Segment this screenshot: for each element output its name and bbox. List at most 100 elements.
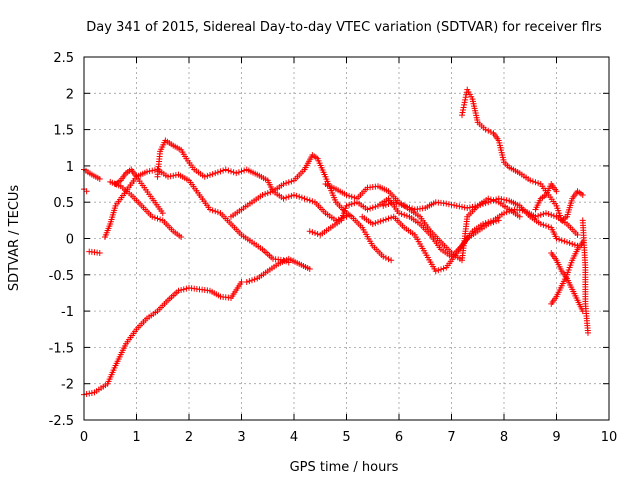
- data-point: [448, 201, 455, 208]
- y-tick-label: 1.5: [53, 124, 74, 139]
- data-point: [264, 190, 271, 197]
- data-point: [157, 216, 164, 223]
- series-track-8: [112, 166, 166, 217]
- data-point: [86, 390, 93, 397]
- data-point: [183, 285, 190, 292]
- data-point: [309, 198, 316, 205]
- data-point: [459, 109, 466, 116]
- x-tick-label: 3: [237, 430, 245, 445]
- data-point: [459, 112, 465, 119]
- data-point: [167, 173, 174, 180]
- data-point: [401, 211, 408, 218]
- series-track-1: [81, 279, 245, 398]
- data-point: [209, 207, 216, 214]
- data-point: [558, 237, 565, 244]
- series-track-3: [102, 166, 292, 266]
- data-point: [151, 214, 158, 221]
- x-tick-label: 6: [395, 430, 403, 445]
- data-point: [343, 191, 350, 198]
- data-point: [346, 201, 353, 208]
- y-tick-label: 2: [66, 87, 74, 102]
- data-point: [301, 195, 308, 202]
- data-point: [466, 204, 473, 211]
- data-point: [309, 229, 316, 236]
- data-point: [172, 172, 179, 179]
- data-point: [149, 213, 156, 220]
- data-point: [159, 210, 166, 217]
- data-point: [217, 168, 224, 175]
- data-point: [280, 181, 287, 188]
- data-point: [348, 201, 355, 208]
- data-point: [96, 250, 103, 257]
- data-point: [314, 230, 321, 237]
- y-tick-label: -0.5: [49, 269, 74, 284]
- data-point: [456, 203, 463, 210]
- data-point: [380, 253, 387, 260]
- data-point: [306, 265, 313, 272]
- data-point: [367, 205, 374, 212]
- data-points: [81, 86, 591, 398]
- x-tick-label: 10: [601, 430, 618, 445]
- data-point: [543, 222, 549, 229]
- data-point: [485, 127, 492, 134]
- data-point: [453, 202, 460, 209]
- data-point: [243, 279, 250, 286]
- data-point: [170, 172, 177, 179]
- data-point: [485, 195, 492, 202]
- data-point: [550, 212, 557, 219]
- data-point: [201, 173, 208, 180]
- data-point: [288, 192, 295, 199]
- data-point: [385, 256, 392, 263]
- y-tick-label: -2.5: [49, 414, 74, 429]
- data-point: [178, 287, 185, 294]
- data-point: [83, 391, 90, 398]
- data-point: [487, 196, 494, 203]
- data-point: [487, 220, 494, 227]
- data-point: [343, 202, 350, 209]
- x-tick-label: 8: [500, 430, 508, 445]
- data-point: [462, 96, 469, 103]
- data-point: [154, 215, 161, 222]
- data-point: [461, 101, 468, 108]
- data-point: [351, 194, 358, 201]
- data-point: [503, 197, 510, 204]
- data-point: [285, 259, 292, 266]
- data-point: [380, 217, 387, 224]
- data-point: [548, 211, 555, 218]
- data-point: [501, 196, 507, 203]
- data-point: [432, 268, 439, 275]
- data-point: [280, 195, 287, 202]
- data-point: [288, 178, 295, 185]
- data-point: [291, 191, 297, 198]
- data-point: [83, 188, 90, 195]
- series-track-4: [107, 178, 185, 241]
- data-point: [212, 170, 219, 177]
- data-point: [388, 200, 395, 207]
- data-point: [388, 257, 395, 264]
- data-point: [233, 170, 240, 177]
- plot-frame: [83, 56, 610, 421]
- data-point: [235, 169, 242, 176]
- y-tick-label: -2: [61, 378, 74, 393]
- data-point: [527, 177, 534, 184]
- data-point: [214, 169, 221, 176]
- data-point: [230, 169, 237, 176]
- data-point: [306, 197, 313, 204]
- data-point: [283, 258, 290, 265]
- data-point: [469, 203, 476, 210]
- data-point: [385, 201, 392, 208]
- data-point: [283, 180, 290, 187]
- data-point: [165, 173, 171, 180]
- data-point: [214, 209, 221, 216]
- data-point: [482, 126, 489, 133]
- series-track-14: [380, 195, 523, 220]
- data-point: [503, 209, 510, 216]
- x-tick-labels: 0 1 2 3 4 5 6 7 8 9 10: [80, 430, 617, 445]
- x-tick-label: 7: [447, 430, 455, 445]
- y-tick-label: 0.5: [53, 196, 74, 211]
- data-point: [372, 203, 379, 210]
- series-track-6: [86, 248, 103, 257]
- data-point: [553, 188, 560, 195]
- data-point: [540, 221, 547, 228]
- data-point: [398, 210, 405, 217]
